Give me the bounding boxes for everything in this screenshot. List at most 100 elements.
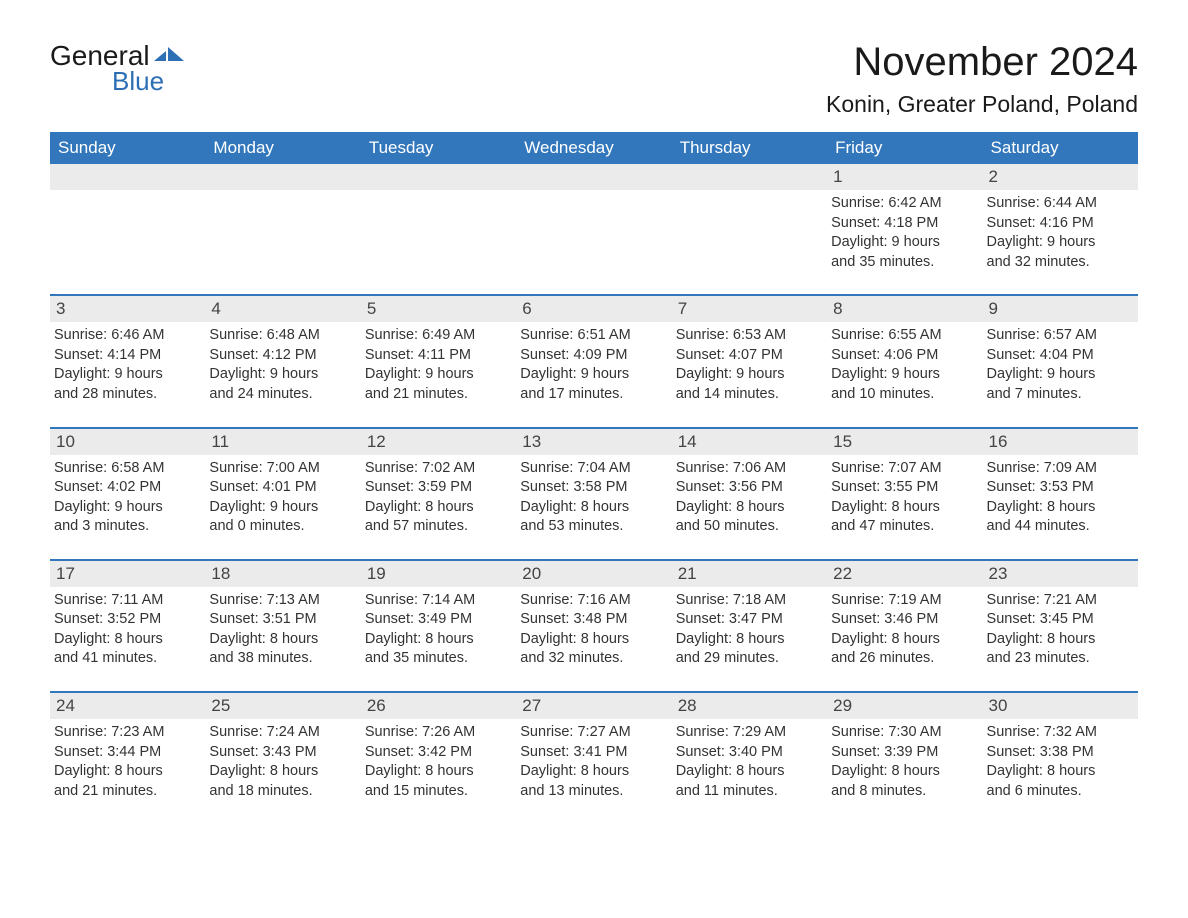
day-body: Sunrise: 7:27 AMSunset: 3:41 PMDaylight:… [516,719,671,807]
week-row: 24Sunrise: 7:23 AMSunset: 3:44 PMDayligh… [50,691,1138,807]
day-body: Sunrise: 7:32 AMSunset: 3:38 PMDaylight:… [983,719,1138,807]
sunset: Sunset: 4:18 PM [831,214,978,234]
day-body: Sunrise: 7:13 AMSunset: 3:51 PMDaylight:… [205,587,360,675]
sunset: Sunset: 3:59 PM [365,478,512,498]
sunrise: Sunrise: 6:57 AM [987,326,1134,346]
sunset: Sunset: 3:53 PM [987,478,1134,498]
daylight-line1: Daylight: 9 hours [365,365,512,385]
day-number: 1 [827,164,982,190]
day-number: 19 [361,561,516,587]
day-body [672,190,827,200]
day-number: 13 [516,429,671,455]
day-number: 17 [50,561,205,587]
day-body: Sunrise: 7:02 AMSunset: 3:59 PMDaylight:… [361,455,516,543]
daylight-line1: Daylight: 8 hours [987,498,1134,518]
sunset: Sunset: 4:12 PM [209,346,356,366]
day-number: 27 [516,693,671,719]
sunset: Sunset: 4:09 PM [520,346,667,366]
day-cell: 24Sunrise: 7:23 AMSunset: 3:44 PMDayligh… [50,693,205,807]
day-cell: 21Sunrise: 7:18 AMSunset: 3:47 PMDayligh… [672,561,827,675]
day-number: 22 [827,561,982,587]
weekday-header-cell: Saturday [983,132,1138,164]
daylight-line1: Daylight: 8 hours [831,630,978,650]
daylight-line1: Daylight: 8 hours [54,762,201,782]
daylight-line1: Daylight: 8 hours [831,762,978,782]
daylight-line2: and 29 minutes. [676,649,823,669]
logo: General Blue [50,40,184,97]
sunset: Sunset: 4:11 PM [365,346,512,366]
day-cell: 5Sunrise: 6:49 AMSunset: 4:11 PMDaylight… [361,296,516,410]
daylight-line2: and 24 minutes. [209,385,356,405]
sunrise: Sunrise: 7:32 AM [987,723,1134,743]
sunrise: Sunrise: 7:23 AM [54,723,201,743]
sunset: Sunset: 3:38 PM [987,743,1134,763]
day-cell [672,164,827,278]
day-cell [205,164,360,278]
sunrise: Sunrise: 7:13 AM [209,591,356,611]
sunrise: Sunrise: 7:09 AM [987,459,1134,479]
day-body: Sunrise: 7:04 AMSunset: 3:58 PMDaylight:… [516,455,671,543]
daylight-line1: Daylight: 8 hours [365,762,512,782]
day-body: Sunrise: 7:26 AMSunset: 3:42 PMDaylight:… [361,719,516,807]
sunset: Sunset: 3:56 PM [676,478,823,498]
daylight-line2: and 6 minutes. [987,782,1134,802]
daylight-line2: and 44 minutes. [987,517,1134,537]
day-body: Sunrise: 6:55 AMSunset: 4:06 PMDaylight:… [827,322,982,410]
daylight-line2: and 35 minutes. [831,253,978,273]
day-body: Sunrise: 6:49 AMSunset: 4:11 PMDaylight:… [361,322,516,410]
day-cell: 9Sunrise: 6:57 AMSunset: 4:04 PMDaylight… [983,296,1138,410]
sunrise: Sunrise: 7:26 AM [365,723,512,743]
day-body: Sunrise: 7:14 AMSunset: 3:49 PMDaylight:… [361,587,516,675]
day-number [205,164,360,190]
sunset: Sunset: 4:14 PM [54,346,201,366]
day-body [50,190,205,200]
sunrise: Sunrise: 6:51 AM [520,326,667,346]
day-cell [516,164,671,278]
daylight-line1: Daylight: 9 hours [54,365,201,385]
day-body: Sunrise: 7:11 AMSunset: 3:52 PMDaylight:… [50,587,205,675]
day-number: 2 [983,164,1138,190]
sunrise: Sunrise: 6:48 AM [209,326,356,346]
daylight-line2: and 28 minutes. [54,385,201,405]
daylight-line2: and 0 minutes. [209,517,356,537]
sunset: Sunset: 4:07 PM [676,346,823,366]
day-cell: 23Sunrise: 7:21 AMSunset: 3:45 PMDayligh… [983,561,1138,675]
day-number: 4 [205,296,360,322]
daylight-line2: and 50 minutes. [676,517,823,537]
sunrise: Sunrise: 7:11 AM [54,591,201,611]
daylight-line2: and 18 minutes. [209,782,356,802]
sunset: Sunset: 3:43 PM [209,743,356,763]
week-row: 1Sunrise: 6:42 AMSunset: 4:18 PMDaylight… [50,164,1138,278]
day-body: Sunrise: 7:18 AMSunset: 3:47 PMDaylight:… [672,587,827,675]
week-row: 17Sunrise: 7:11 AMSunset: 3:52 PMDayligh… [50,559,1138,675]
day-body: Sunrise: 7:30 AMSunset: 3:39 PMDaylight:… [827,719,982,807]
day-number: 5 [361,296,516,322]
day-number: 16 [983,429,1138,455]
day-number: 14 [672,429,827,455]
sunrise: Sunrise: 6:42 AM [831,194,978,214]
sunrise: Sunrise: 7:21 AM [987,591,1134,611]
sunset: Sunset: 4:16 PM [987,214,1134,234]
daylight-line2: and 8 minutes. [831,782,978,802]
day-cell: 18Sunrise: 7:13 AMSunset: 3:51 PMDayligh… [205,561,360,675]
day-cell: 22Sunrise: 7:19 AMSunset: 3:46 PMDayligh… [827,561,982,675]
day-body: Sunrise: 6:46 AMSunset: 4:14 PMDaylight:… [50,322,205,410]
daylight-line2: and 41 minutes. [54,649,201,669]
sunset: Sunset: 4:06 PM [831,346,978,366]
weekday-header-cell: Sunday [50,132,205,164]
day-body: Sunrise: 7:23 AMSunset: 3:44 PMDaylight:… [50,719,205,807]
day-cell: 26Sunrise: 7:26 AMSunset: 3:42 PMDayligh… [361,693,516,807]
logo-blue-text: Blue [112,66,164,97]
sunrise: Sunrise: 7:02 AM [365,459,512,479]
day-cell: 17Sunrise: 7:11 AMSunset: 3:52 PMDayligh… [50,561,205,675]
sunrise: Sunrise: 6:58 AM [54,459,201,479]
daylight-line1: Daylight: 9 hours [209,498,356,518]
sunrise: Sunrise: 7:24 AM [209,723,356,743]
week-row: 3Sunrise: 6:46 AMSunset: 4:14 PMDaylight… [50,294,1138,410]
week-row: 10Sunrise: 6:58 AMSunset: 4:02 PMDayligh… [50,427,1138,543]
day-number: 30 [983,693,1138,719]
day-number: 10 [50,429,205,455]
day-number: 7 [672,296,827,322]
day-number: 6 [516,296,671,322]
day-body: Sunrise: 6:58 AMSunset: 4:02 PMDaylight:… [50,455,205,543]
